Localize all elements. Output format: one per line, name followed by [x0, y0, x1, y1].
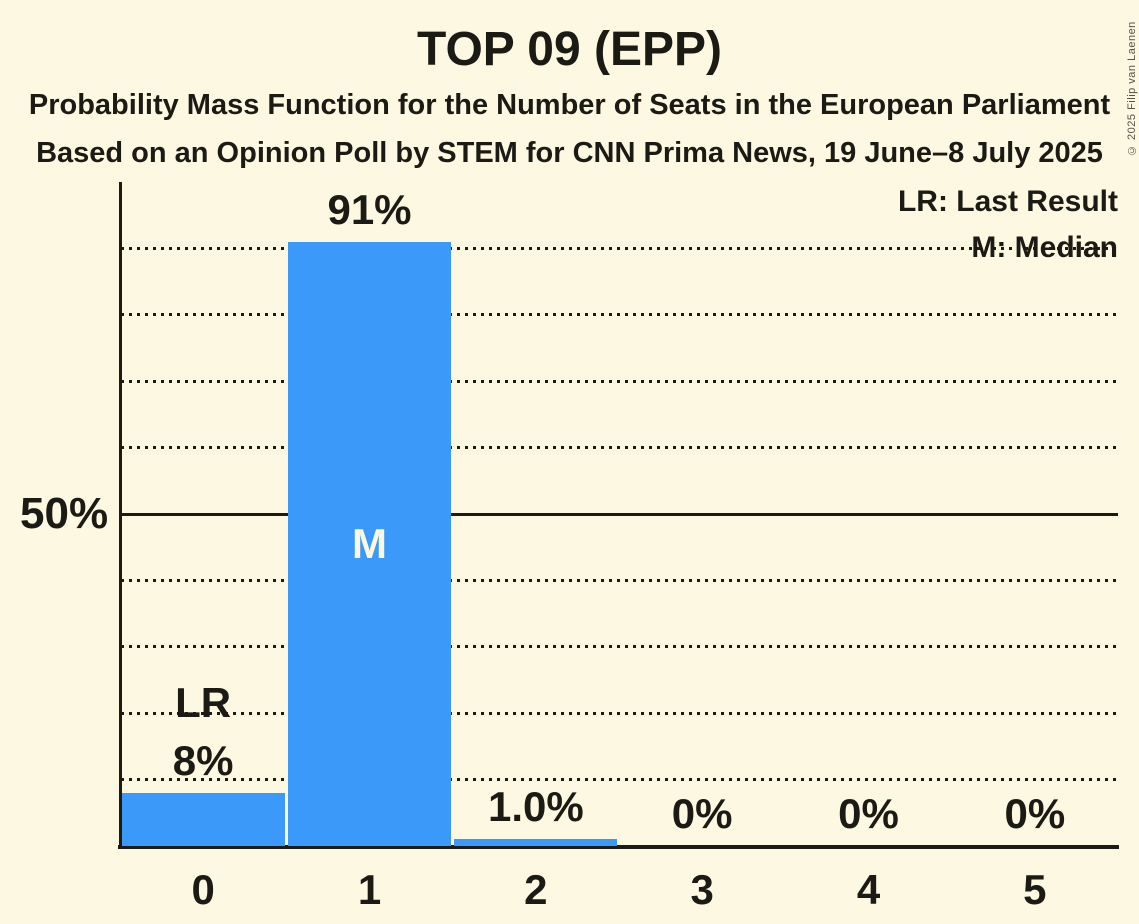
gridline-10pct [121, 778, 1118, 782]
gridline-90pct [121, 246, 1118, 250]
bar-seats-2 [454, 839, 618, 846]
value-label-seats-1: 91% [327, 185, 412, 233]
gridline-30pct [121, 645, 1118, 649]
annotation-last-result: LR [175, 678, 232, 726]
gridline-80pct [121, 313, 1118, 317]
gridline-40pct [121, 578, 1118, 582]
value-label-seats-0: 8% [172, 736, 234, 784]
value-label-seats-4: 0% [838, 790, 899, 837]
gridline-20pct [121, 711, 1118, 715]
legend-median: M: Median [971, 231, 1118, 264]
bar-seats-1 [287, 241, 452, 846]
x-axis-line [118, 845, 1119, 849]
x-tick-label-4: 4 [856, 866, 881, 913]
value-label-seats-5: 0% [1004, 790, 1066, 837]
x-tick-label-3: 3 [690, 866, 714, 913]
chart-title: TOP 09 (EPP) [416, 23, 722, 76]
x-tick-label-0: 0 [191, 866, 215, 913]
x-tick-label-2: 2 [524, 866, 548, 913]
chart-subtitle-line1: Probability Mass Function for the Number… [28, 89, 1111, 121]
y-axis-line [119, 182, 122, 848]
y-axis-tick-label-50: 50% [20, 489, 109, 538]
value-label-seats-2: 1.0% [487, 783, 584, 831]
annotation-median: M [352, 519, 387, 567]
x-tick-label-5: 5 [1023, 866, 1047, 913]
gridline-70pct [121, 379, 1118, 383]
bar-seats-0 [121, 792, 285, 846]
value-label-seats-3: 0% [671, 790, 733, 837]
gridline-major-50pct [121, 512, 1118, 516]
gridline-60pct [121, 446, 1118, 450]
chart-subtitle-line2: Based on an Opinion Poll by STEM for CNN… [36, 137, 1103, 169]
x-tick-label-1: 1 [357, 866, 382, 913]
legend-last-result: LR: Last Result [897, 185, 1118, 218]
